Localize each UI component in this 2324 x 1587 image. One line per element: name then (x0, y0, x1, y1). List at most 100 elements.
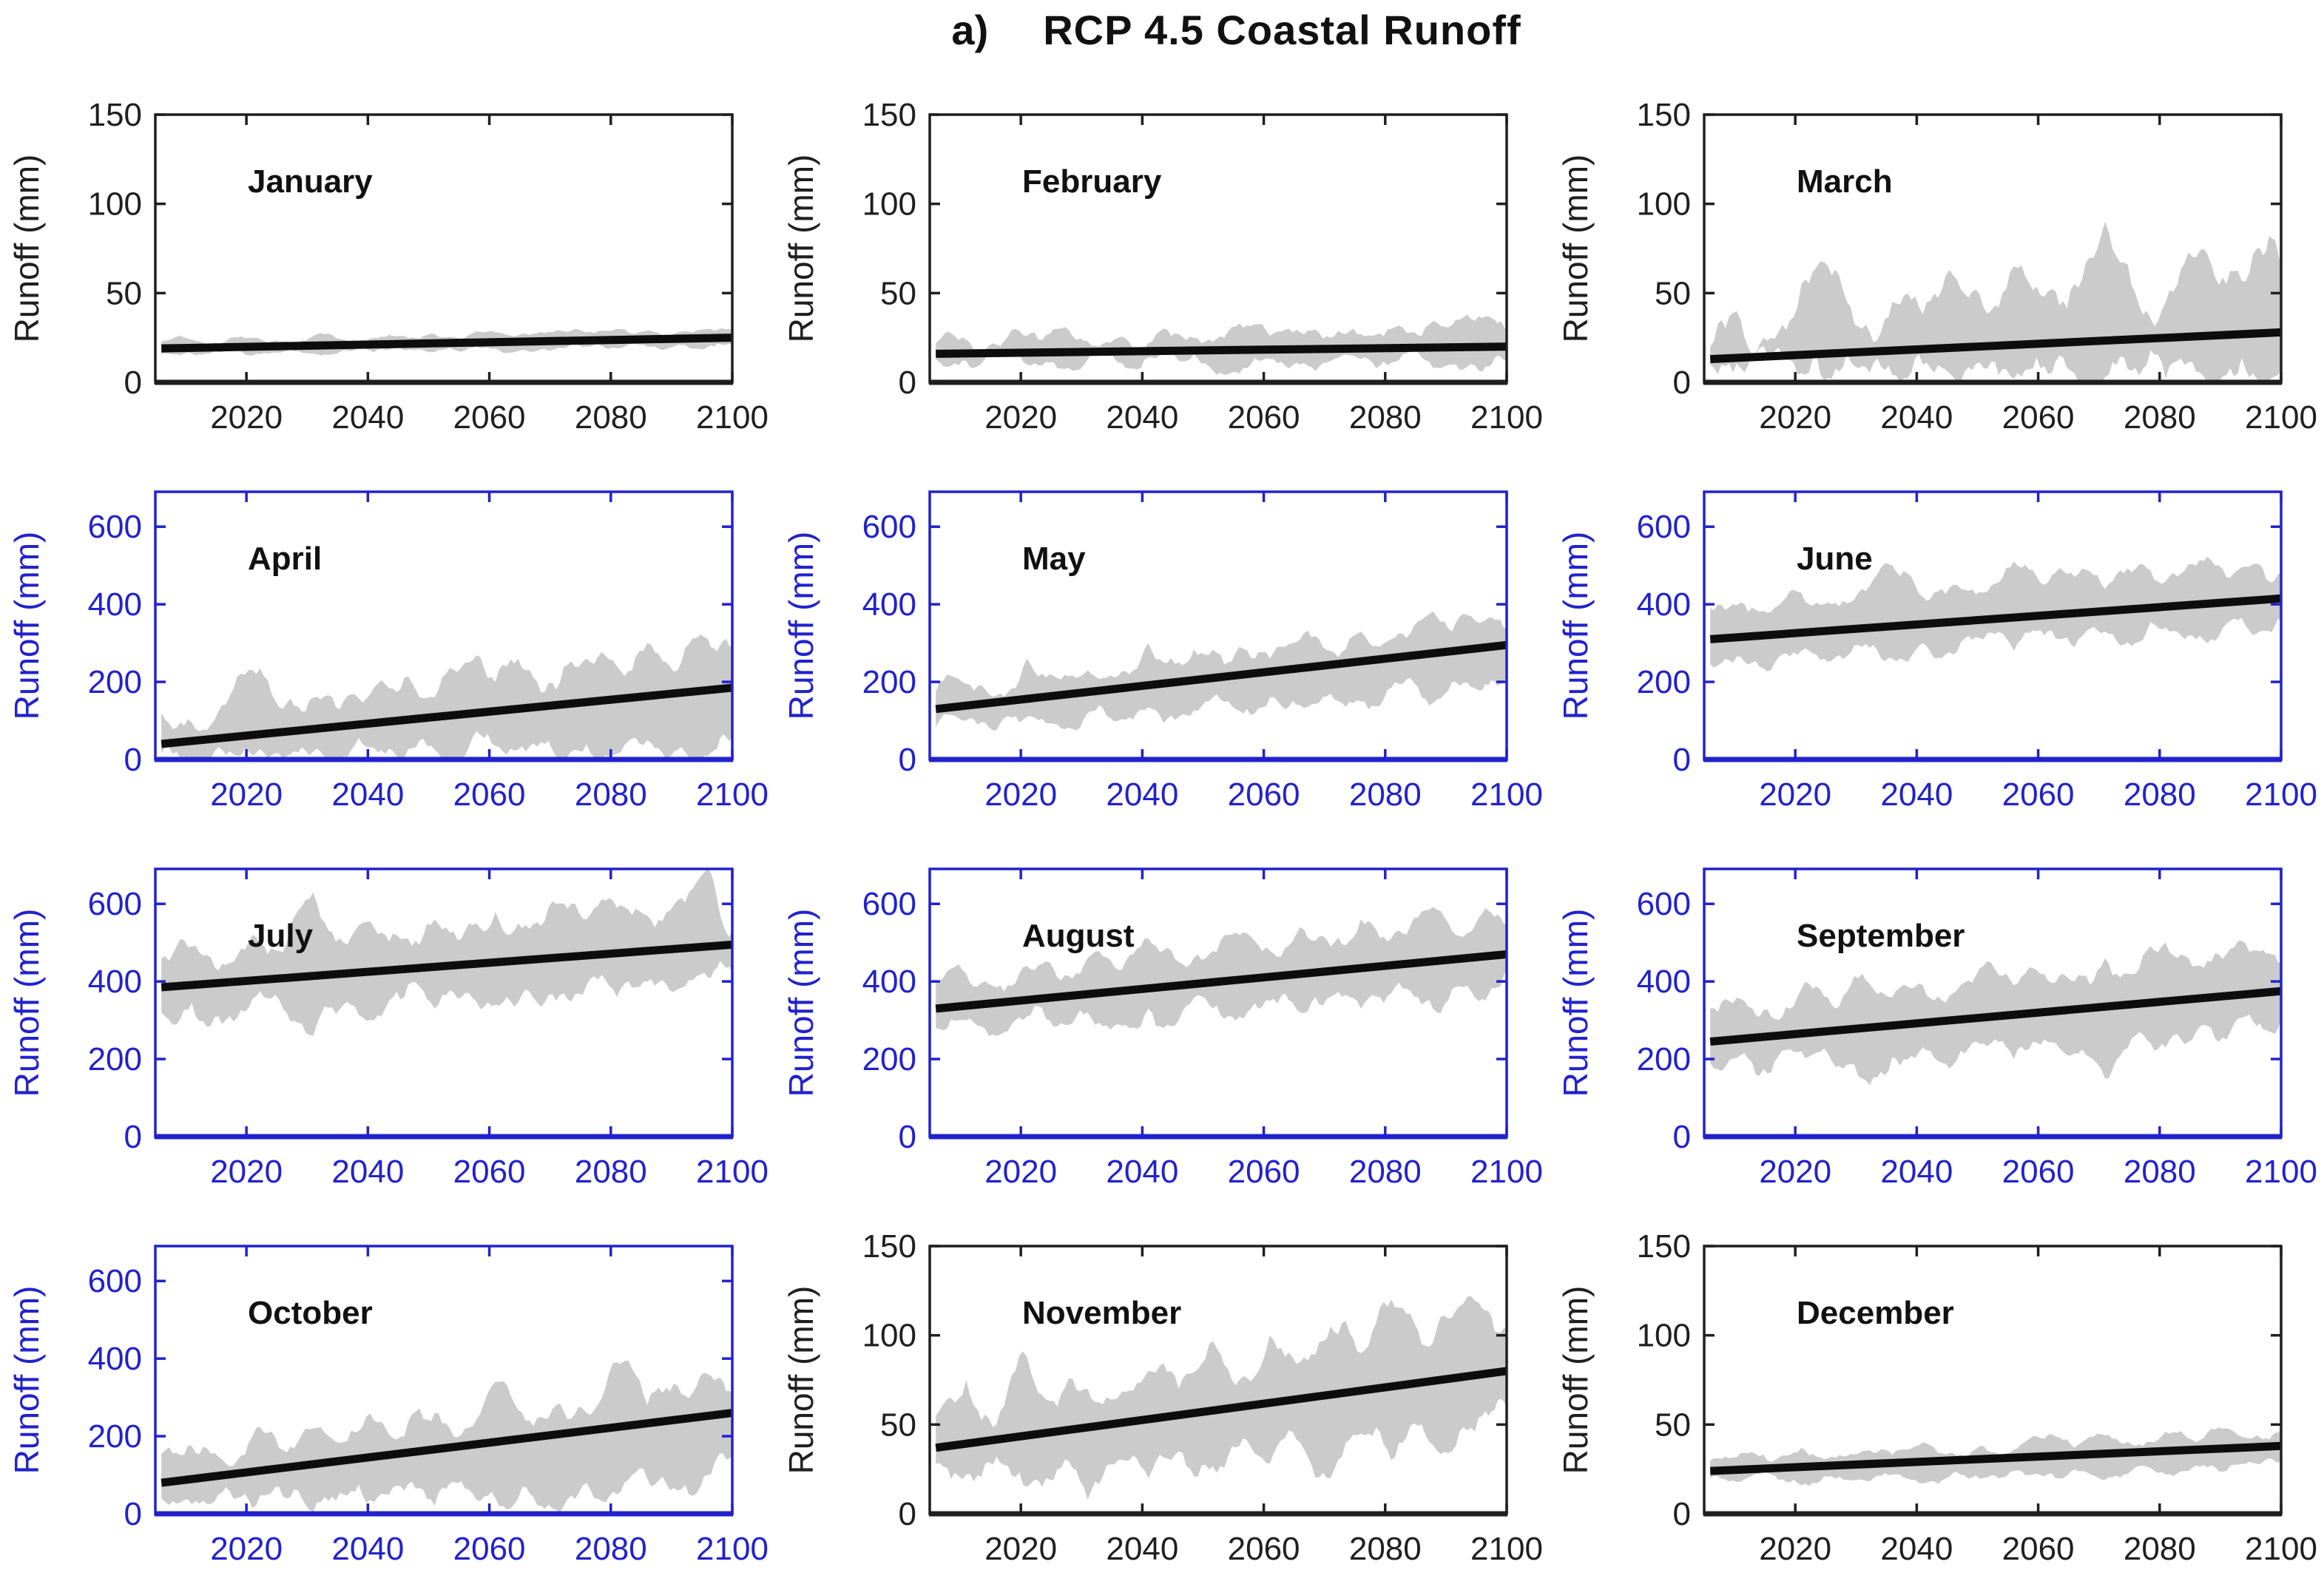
x-tick-label: 2020 (1759, 1531, 1831, 1567)
subplot-may: 2020 2040 2060 2080 2100 0 200 400 600 Runoff (mm… (782, 490, 1543, 813)
trend-line-may (935, 640, 1507, 714)
x-tick-label: 2080 (575, 1154, 647, 1190)
month-label-august: August (1022, 918, 1135, 954)
y-axis-label-march: Runoff (mm) (1556, 155, 1595, 343)
trend-line-june (1709, 594, 2281, 643)
x-tick-label: 2040 (1106, 399, 1178, 436)
x-tick-label: 2040 (1880, 1531, 1953, 1567)
x-tick-label: 2040 (331, 776, 404, 813)
month-label-april: April (248, 541, 322, 577)
x-tick-label: 2060 (1228, 776, 1300, 813)
trend-line-november (935, 1367, 1507, 1452)
y-tick-label: 150 (88, 97, 142, 133)
x-tick-label: 2020 (210, 399, 283, 436)
x-tick-label: 2040 (1106, 1531, 1178, 1567)
month-label-may: May (1022, 541, 1086, 577)
x-tick-label: 2080 (2124, 776, 2196, 813)
y-axis-label-november: Runoff (mm) (782, 1286, 820, 1475)
x-tick-label: 2080 (575, 399, 647, 436)
x-tick-label: 2080 (575, 776, 647, 813)
panel-letter: a) (951, 7, 989, 53)
y-axis-label-april: Runoff (mm) (7, 532, 46, 720)
y-tick-label: 0 (1673, 1119, 1691, 1155)
x-tick-label: 2020 (210, 776, 283, 813)
y-tick-label: 400 (862, 964, 916, 1000)
y-axis-label-december: Runoff (mm) (1556, 1286, 1595, 1475)
y-tick-label: 0 (1673, 1496, 1691, 1532)
uncertainty-band-may (936, 611, 1507, 731)
x-tick-label: 2060 (2002, 1531, 2075, 1567)
x-tick-label: 2100 (696, 776, 769, 813)
x-tick-label: 2040 (1106, 776, 1178, 813)
y-tick-label: 50 (1655, 1407, 1691, 1443)
y-tick-label: 400 (88, 964, 142, 1000)
x-tick-label: 2100 (1470, 399, 1543, 436)
x-tick-label: 2020 (984, 1531, 1057, 1567)
subplot-december: 2020 2040 2060 2080 2100 0 50 100 150 Runoff (mm)… (1556, 1228, 2317, 1567)
x-tick-label: 2020 (1759, 776, 1831, 813)
y-tick-label: 0 (124, 742, 142, 778)
x-tick-label: 2020 (1759, 1154, 1831, 1190)
x-tick-label: 2080 (1349, 776, 1422, 813)
subplot-september: 2020 2040 2060 2080 2100 0 200 400 600 Runoff (mm… (1556, 867, 2317, 1190)
y-tick-label: 100 (1637, 186, 1691, 223)
y-tick-label: 0 (899, 1119, 916, 1155)
y-axis-label-september: Runoff (mm) (1556, 909, 1595, 1097)
subplot-july: 2020 2040 2060 2080 2100 0 200 400 600 Runoff (mm… (7, 867, 769, 1190)
month-label-january: January (248, 163, 373, 200)
x-tick-label: 2100 (2245, 1154, 2317, 1190)
y-tick-label: 0 (899, 742, 916, 778)
subplot-november: 2020 2040 2060 2080 2100 0 50 100 150 Runoff (mm)… (782, 1228, 1543, 1567)
x-tick-label: 2060 (453, 1154, 526, 1190)
y-tick-label: 50 (880, 1407, 916, 1443)
subplot-october: 2020 2040 2060 2080 2100 0 200 400 600 Runoff (mm… (7, 1245, 769, 1567)
y-tick-label: 0 (899, 365, 916, 401)
y-tick-label: 0 (1673, 742, 1691, 778)
trend-line-january (161, 334, 732, 353)
x-tick-label: 2100 (696, 1531, 769, 1567)
subplot-march: 2020 2040 2060 2080 2100 0 50 100 150 Runoff (mm)… (1556, 97, 2317, 436)
x-tick-label: 2080 (2124, 399, 2196, 436)
x-tick-label: 2040 (1880, 776, 1953, 813)
y-axis-label-january: Runoff (mm) (7, 155, 46, 343)
subplot-april: 2020 2040 2060 2080 2100 0 200 400 600 Runoff (mm… (7, 490, 769, 813)
y-tick-label: 600 (88, 886, 142, 922)
month-label-december: December (1797, 1295, 1954, 1331)
month-label-march: March (1797, 163, 1893, 200)
x-tick-label: 2060 (453, 1531, 526, 1567)
trend-line-december (1709, 1441, 2281, 1475)
month-label-february: February (1022, 163, 1162, 200)
x-tick-label: 2060 (1228, 399, 1300, 436)
y-tick-label: 600 (1637, 886, 1691, 922)
x-tick-label: 2040 (331, 1154, 404, 1190)
y-tick-label: 50 (1655, 275, 1691, 311)
x-tick-label: 2040 (1880, 1154, 1953, 1190)
x-tick-label: 2060 (453, 399, 526, 436)
x-tick-label: 2100 (1470, 1531, 1543, 1567)
y-tick-label: 200 (88, 1041, 142, 1077)
y-tick-label: 150 (862, 1228, 916, 1265)
x-tick-label: 2080 (1349, 399, 1422, 436)
y-tick-label: 200 (1637, 1041, 1691, 1077)
y-tick-label: 0 (124, 1119, 142, 1155)
x-tick-label: 2040 (331, 399, 404, 436)
y-axis-label-october: Runoff (mm) (7, 1286, 46, 1475)
month-label-november: November (1022, 1295, 1181, 1331)
y-tick-label: 600 (862, 886, 916, 922)
x-tick-label: 2100 (1470, 1154, 1543, 1190)
x-tick-label: 2060 (453, 776, 526, 813)
x-tick-label: 2060 (2002, 399, 2075, 436)
month-label-july: July (248, 918, 314, 954)
x-tick-label: 2020 (1759, 399, 1831, 436)
trend-line-april (161, 683, 732, 748)
y-axis-label-august: Runoff (mm) (782, 909, 820, 1097)
x-tick-label: 2040 (1106, 1154, 1178, 1190)
y-tick-label: 0 (124, 365, 142, 401)
x-tick-label: 2060 (1228, 1531, 1300, 1567)
y-tick-label: 100 (88, 186, 142, 223)
x-tick-label: 2020 (984, 776, 1057, 813)
x-tick-label: 2100 (2245, 399, 2317, 436)
y-tick-label: 200 (1637, 664, 1691, 700)
x-tick-label: 2100 (696, 1154, 769, 1190)
